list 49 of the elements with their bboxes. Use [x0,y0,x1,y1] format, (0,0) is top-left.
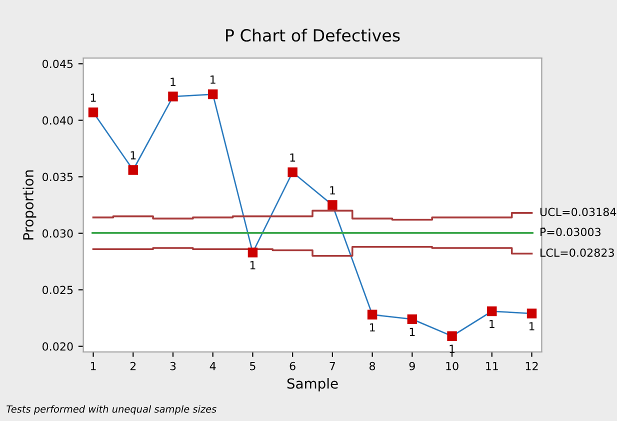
y-tick-label: 0.020 [42,342,73,351]
point [128,165,138,175]
point [526,308,537,318]
y-tick-label: 0.035 [42,172,73,182]
x-tick-label: 8 [370,362,376,370]
annotation: 1 [450,344,455,353]
point [248,248,258,258]
point [447,331,457,341]
point [208,89,218,100]
y-tick-label: 0.025 [42,286,73,294]
ref-line-label: P̄=0.03003 [540,228,600,236]
annotation: 1 [250,261,256,270]
x-tick-label: 11 [486,362,498,370]
series-label: UCL=0.03184 [540,208,616,216]
x-tick-label: 10 [446,362,458,370]
x-tick-label: 3 [170,362,176,370]
annotation: 1 [170,78,176,86]
series-label: LCL=0.02823 [540,248,614,257]
y-tick-label: 0.040 [42,116,73,125]
x-tick-label: 6 [290,362,296,370]
point [367,310,378,320]
point [88,107,98,118]
annotation: 1 [290,154,296,162]
x-tick-label: 1 [90,362,96,370]
point [168,92,178,102]
x-tick-label: 2 [130,362,136,370]
point [487,306,497,316]
chart-title: P Chart of Defectives [226,28,400,42]
y-tick-label: 0.030 [42,229,73,238]
point [407,314,418,324]
annotation: 1 [370,323,375,332]
annotation: 1 [90,94,96,102]
annotation: 1 [529,322,534,330]
point [328,200,338,210]
x-tick-label: 4 [210,362,216,370]
x-tick-label: 12 [526,362,538,370]
annotation: 1 [330,186,335,194]
x-tick-label: 9 [409,362,415,370]
y-axis-title: Proportion [22,170,36,240]
point [288,167,298,178]
annotation: 1 [490,320,494,328]
annotation: 1 [130,151,136,160]
annotation: 1 [210,76,216,84]
y-tick-label: 0.045 [42,60,73,68]
text: Tests performed with unequal sample sizes [6,405,216,415]
annotation: 1 [410,328,415,336]
x-axis-title: Sample [287,378,338,392]
x-tick-label: 5 [250,362,256,370]
x-tick-label: 7 [330,362,336,370]
